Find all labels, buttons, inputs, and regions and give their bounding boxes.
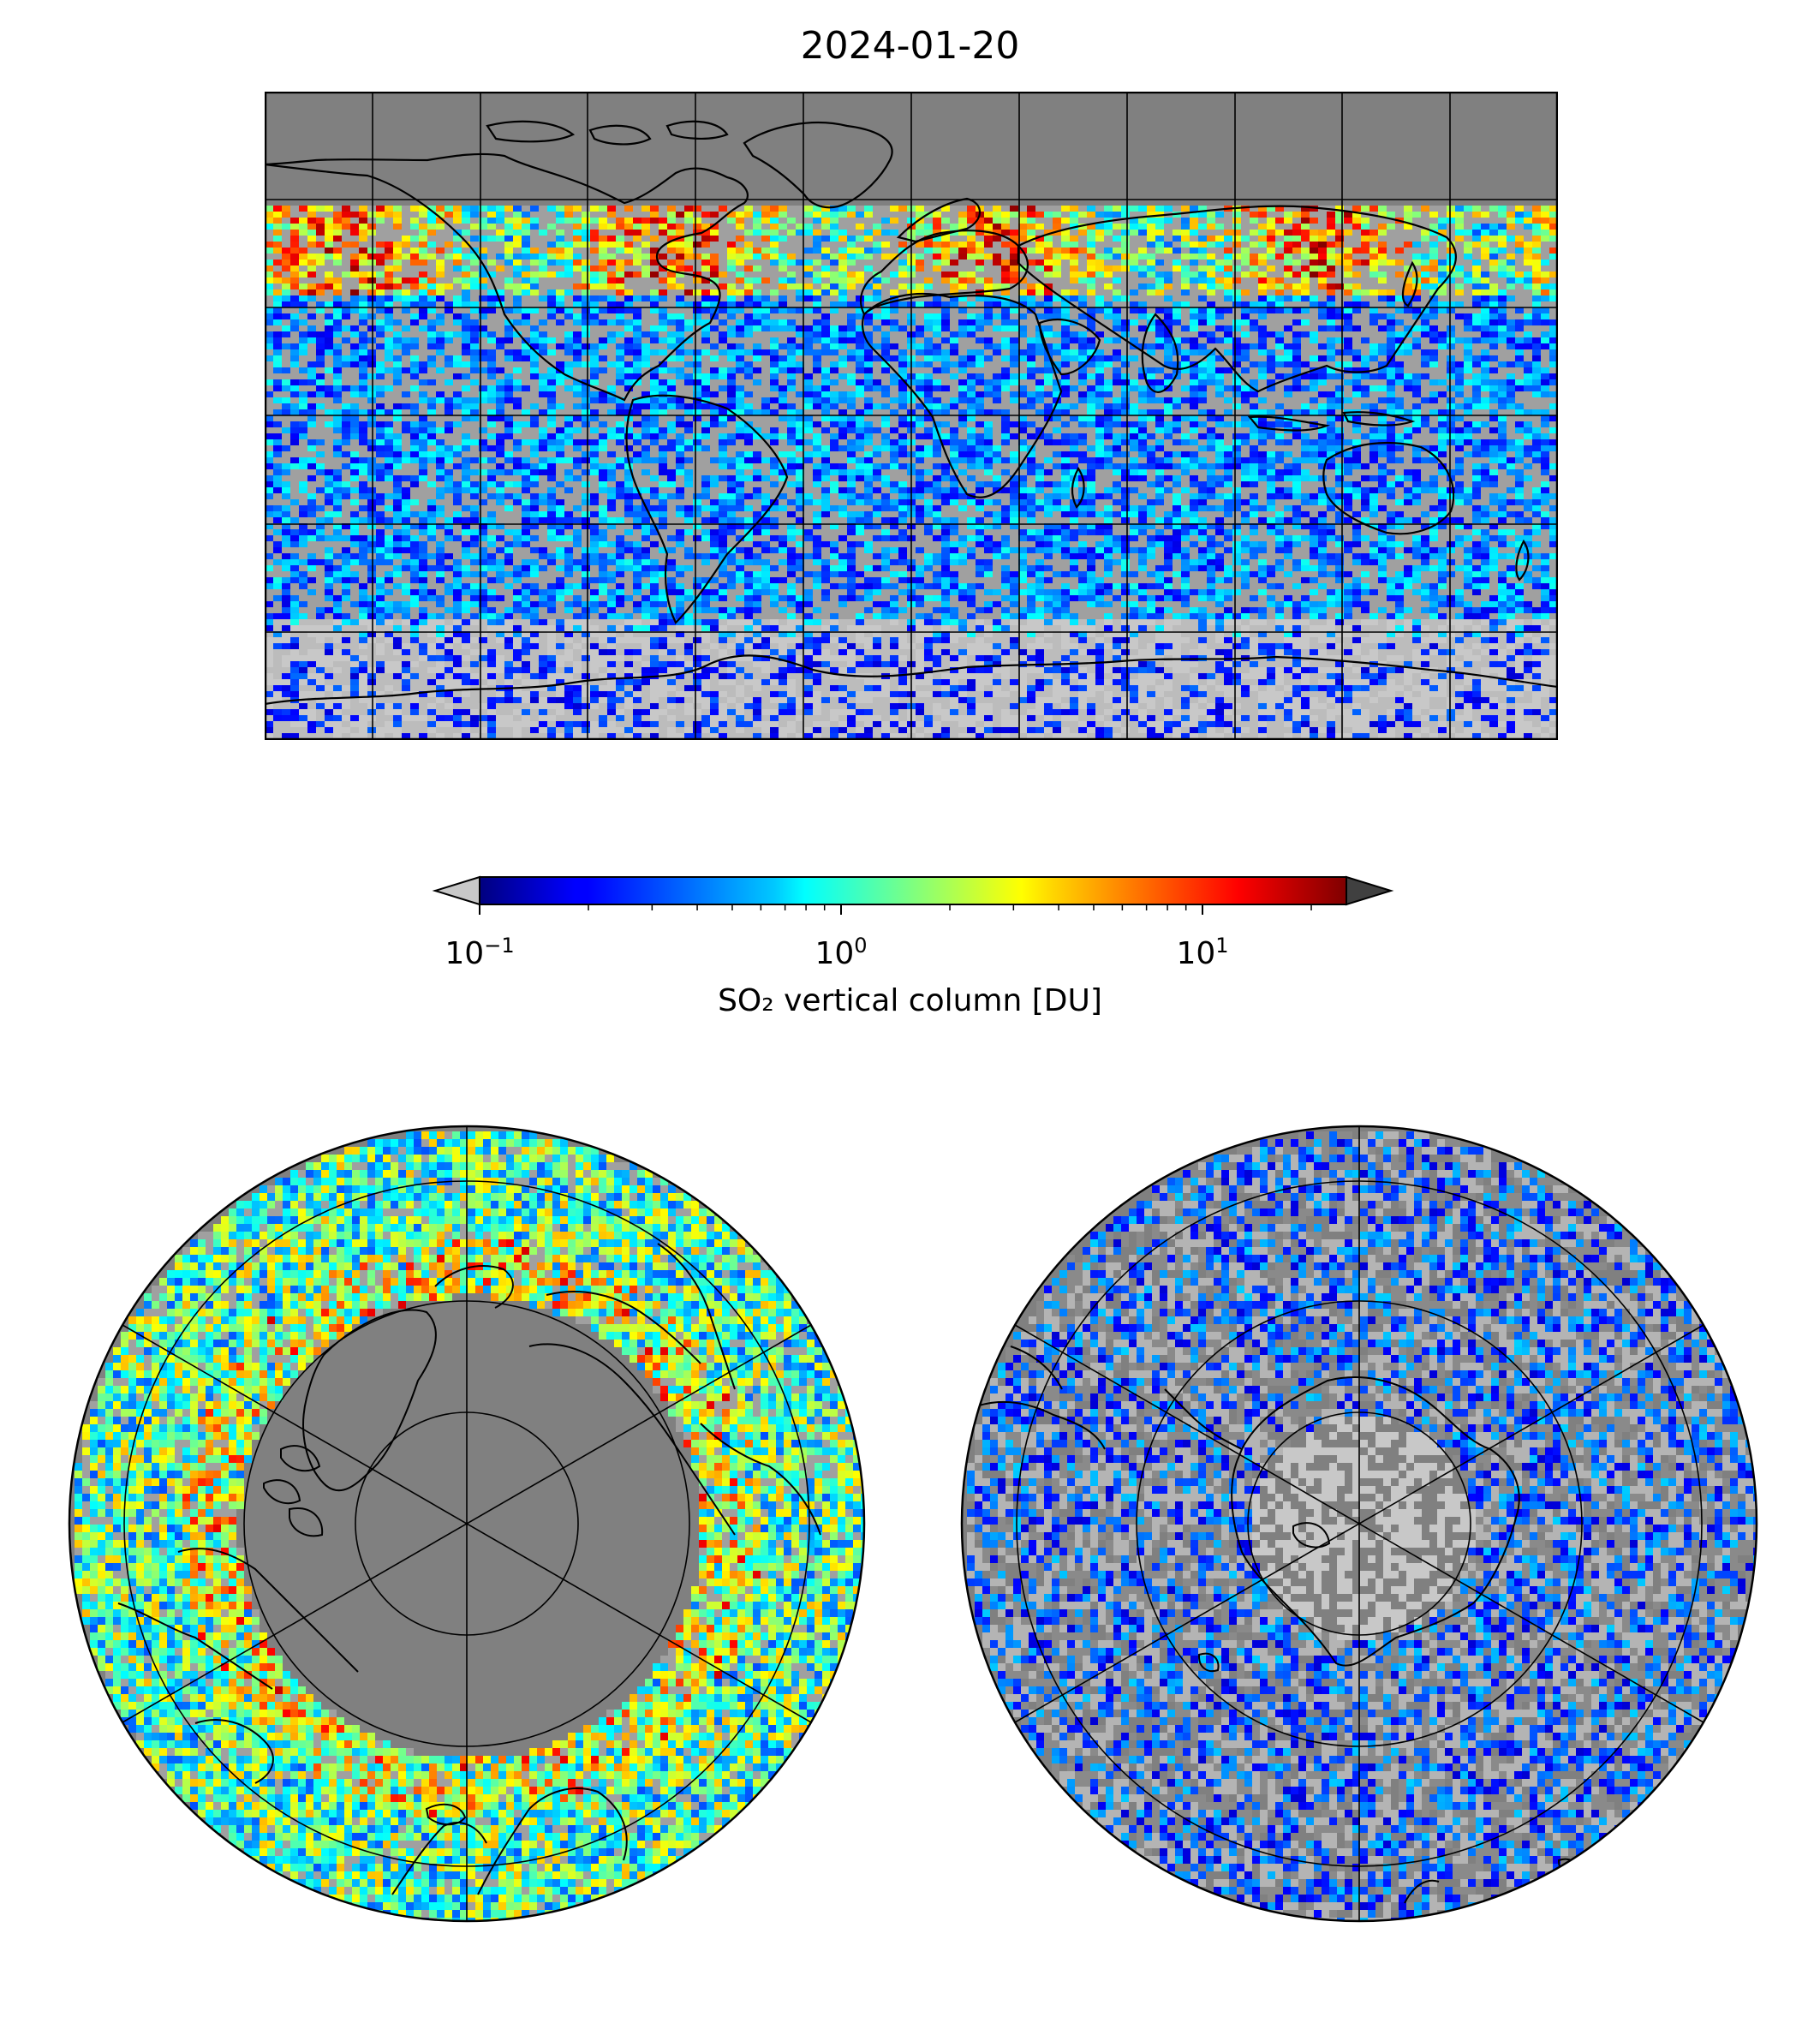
north-polar-map	[68, 1125, 866, 1923]
colorbar-major-ticks	[479, 904, 1203, 915]
colorbar-minor-ticks	[588, 904, 1312, 910]
colorbar-label: SO₂ vertical column [DU]	[0, 983, 1820, 1018]
colorbar-tick-label-2: 101	[1176, 934, 1228, 971]
colorbar-tick-label-0: 10−1	[445, 934, 514, 971]
north-graticule	[122, 1126, 812, 1921]
north-coastlines	[117, 1243, 821, 1895]
colorbar-gradient	[480, 877, 1346, 904]
north-map-frame	[68, 1125, 866, 1923]
south-graticule	[1014, 1126, 1704, 1921]
colorbar-tick-label-1: 100	[815, 934, 867, 971]
south-map-frame	[960, 1125, 1758, 1923]
south-polar-map	[960, 1125, 1758, 1923]
south-so2-pixels	[967, 1131, 1757, 1921]
colorbar-over-extension	[1346, 875, 1394, 906]
global-map	[265, 92, 1558, 740]
colorbar	[432, 875, 1394, 915]
north-so2-pixels	[75, 1131, 864, 1921]
global-coastlines	[265, 120, 1558, 706]
global-graticule	[265, 92, 1558, 740]
figure-title: 2024-01-20	[0, 24, 1820, 68]
colorbar-under-extension	[432, 875, 480, 906]
global-map-frame	[265, 92, 1558, 740]
